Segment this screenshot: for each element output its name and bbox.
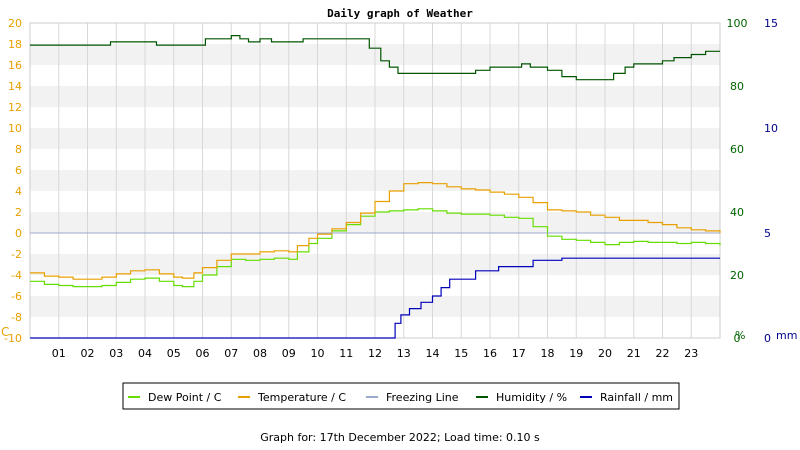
x-axis-tick-label: 12 bbox=[368, 347, 382, 360]
left-axis-tick-label: -2 bbox=[11, 248, 22, 261]
x-axis-tick-label: 11 bbox=[339, 347, 353, 360]
graph-footer: Graph for: 17th December 2022; Load time… bbox=[260, 431, 540, 444]
humidity-axis-unit-label: % bbox=[735, 329, 745, 342]
left-axis-tick-label: 2 bbox=[15, 206, 22, 219]
left-axis-tick-label: -4 bbox=[11, 269, 22, 282]
rain-axis-tick-label: 10 bbox=[764, 122, 778, 135]
x-axis-tick-label: 20 bbox=[598, 347, 612, 360]
rain-axis-tick-label: 5 bbox=[764, 227, 771, 240]
series-line-humidity bbox=[30, 35, 720, 81]
humidity-axis-tick-label: 40 bbox=[730, 206, 744, 219]
x-axis-tick-label: 22 bbox=[656, 347, 670, 360]
left-axis-tick-label: 6 bbox=[15, 164, 22, 177]
rain-axis-tick-label: 15 bbox=[764, 17, 778, 30]
x-axis-tick-label: 10 bbox=[311, 347, 325, 360]
x-axis-tick-label: 05 bbox=[167, 347, 181, 360]
left-axis-tick-label: -10 bbox=[4, 332, 22, 345]
rain-axis-unit-label: mm bbox=[776, 329, 797, 342]
left-axis-tick-label: -6 bbox=[11, 290, 22, 303]
left-axis-tick-label: 12 bbox=[8, 101, 22, 114]
x-axis-tick-label: 08 bbox=[253, 347, 267, 360]
legend-label: Freezing Line bbox=[386, 391, 459, 404]
left-axis-tick-label: 4 bbox=[15, 185, 22, 198]
left-axis-tick-label: 16 bbox=[8, 59, 22, 72]
legend-label: Humidity / % bbox=[496, 391, 567, 404]
series-line-rainfall-mm bbox=[30, 257, 720, 339]
x-axis-tick-label: 02 bbox=[81, 347, 95, 360]
grid-vertical bbox=[58, 23, 692, 338]
left-axis-tick-label: 0 bbox=[15, 227, 22, 240]
left-axis-tick-label: 18 bbox=[8, 38, 22, 51]
x-axis-tick-label: 15 bbox=[454, 347, 468, 360]
x-axis-tick-label: 07 bbox=[224, 347, 238, 360]
x-axis-tick-label: 23 bbox=[684, 347, 698, 360]
x-axis-tick-label: 19 bbox=[569, 347, 583, 360]
x-axis-tick-label: 13 bbox=[397, 347, 411, 360]
rain-axis-tick-label: 0 bbox=[764, 332, 771, 345]
left-axis-tick-label: 8 bbox=[15, 143, 22, 156]
humidity-axis-tick-label: 20 bbox=[730, 269, 744, 282]
series-line-temperature-c bbox=[30, 182, 721, 280]
x-axis-tick-label: 09 bbox=[282, 347, 296, 360]
chart-title: Daily graph of Weather bbox=[327, 7, 473, 20]
legend-label: Temperature / C bbox=[257, 391, 346, 404]
left-axis-tick-label: 10 bbox=[8, 122, 22, 135]
humidity-axis-tick-label: 100 bbox=[727, 17, 748, 30]
legend: Dew Point / C Temperature / C Freezing Lin… bbox=[122, 382, 680, 410]
x-axis-tick-label: 14 bbox=[426, 347, 440, 360]
humidity-axis-tick-label: 60 bbox=[730, 143, 744, 156]
weather-chart: Daily graph of Weather 20181614121086420… bbox=[1, 7, 797, 410]
humidity-axis-tick-label: 0 bbox=[734, 332, 741, 345]
legend-label: Rainfall / mm bbox=[600, 391, 673, 404]
series-lines bbox=[30, 35, 721, 339]
x-axis-tick-label: 21 bbox=[627, 347, 641, 360]
humidity-axis-tick-label: 80 bbox=[730, 80, 744, 93]
x-axis-tick-label: 06 bbox=[196, 347, 210, 360]
left-axis-tick-label: 20 bbox=[8, 17, 22, 30]
x-axis-tick-label: 03 bbox=[109, 347, 123, 360]
left-axis-tick-label: 14 bbox=[8, 80, 22, 93]
legend-label: Dew Point / C bbox=[148, 391, 222, 404]
x-axis-tick-label: 16 bbox=[483, 347, 497, 360]
x-axis-tick-label: 01 bbox=[52, 347, 66, 360]
left-axis-tick-label: -8 bbox=[11, 311, 22, 324]
x-axis-tick-label: 04 bbox=[138, 347, 152, 360]
axes: 20181614121086420-2-4-6-8-10C10080604020… bbox=[1, 17, 797, 360]
x-axis-tick-label: 18 bbox=[541, 347, 555, 360]
left-axis-unit-label: C bbox=[1, 325, 9, 339]
x-axis-tick-label: 17 bbox=[512, 347, 526, 360]
